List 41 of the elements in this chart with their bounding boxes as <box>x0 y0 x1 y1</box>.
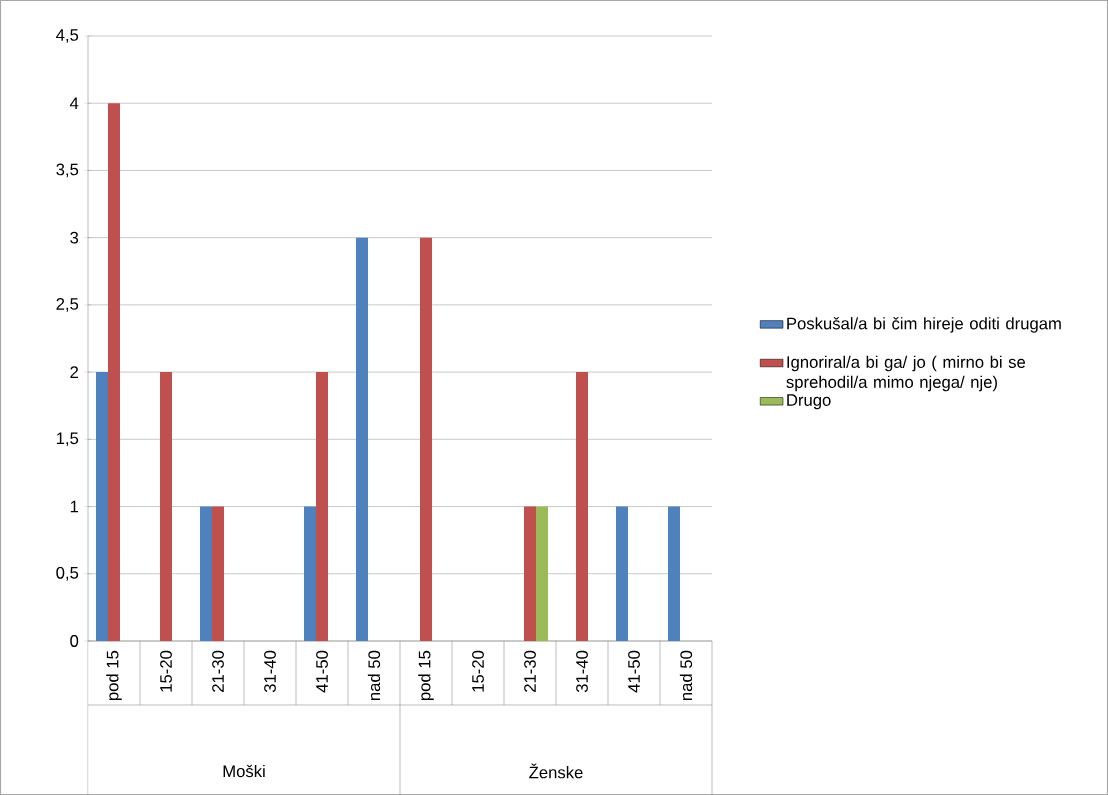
y-tick-label: 3 <box>70 231 79 244</box>
legend-label: Poskušal/a bi čim hireje oditi drugam <box>787 317 1061 333</box>
bar <box>316 372 328 641</box>
y-tick-label: 1,5 <box>56 432 79 447</box>
x-tick-label: 15-20 <box>160 650 172 692</box>
y-tick-label: 0 <box>70 635 79 647</box>
bar <box>304 506 316 641</box>
x-tick-label: pod 15 <box>106 650 122 701</box>
x-tick-label: nad 50 <box>367 650 381 701</box>
y-tick-label: 2 <box>70 366 79 378</box>
bar <box>212 506 225 641</box>
bar <box>668 506 680 641</box>
text: Ženske <box>529 763 583 779</box>
x-tick-label: 41-50 <box>628 650 640 693</box>
bar <box>108 103 120 641</box>
bar <box>524 506 536 641</box>
y-tick-label: 2,5 <box>56 298 79 312</box>
bar <box>200 506 212 641</box>
bar <box>96 372 108 641</box>
bar <box>160 372 172 641</box>
text: Moški <box>223 764 265 778</box>
x-tick-label: 41-50 <box>316 650 328 693</box>
x-tick-label: 21-30 <box>524 650 536 692</box>
x-tick-label: pod 15 <box>418 650 434 701</box>
legend-label: Ignoriral/a bi ga/ jo ( mirno bi se sprehodil/a mimo njega/ nje) <box>786 355 1026 392</box>
x-tick-label: 15-20 <box>472 650 484 692</box>
bar <box>576 372 588 641</box>
y-tick-label: 4,5 <box>56 29 79 43</box>
y-tick-label: 1 <box>70 500 79 513</box>
y-tick-label: 4 <box>69 97 79 109</box>
y-tick-label: 3,5 <box>56 163 79 178</box>
bar <box>616 506 628 641</box>
legend-label: Drugo <box>787 394 831 410</box>
x-tick-label: 31-40 <box>576 650 588 693</box>
x-tick-label: nad 50 <box>679 650 693 701</box>
bar <box>536 506 548 641</box>
x-tick-label: 31-40 <box>264 650 276 693</box>
y-tick-label: 0,5 <box>56 566 79 581</box>
bar <box>356 237 368 641</box>
x-tick-label: 21-30 <box>212 650 224 692</box>
bar <box>420 237 432 641</box>
